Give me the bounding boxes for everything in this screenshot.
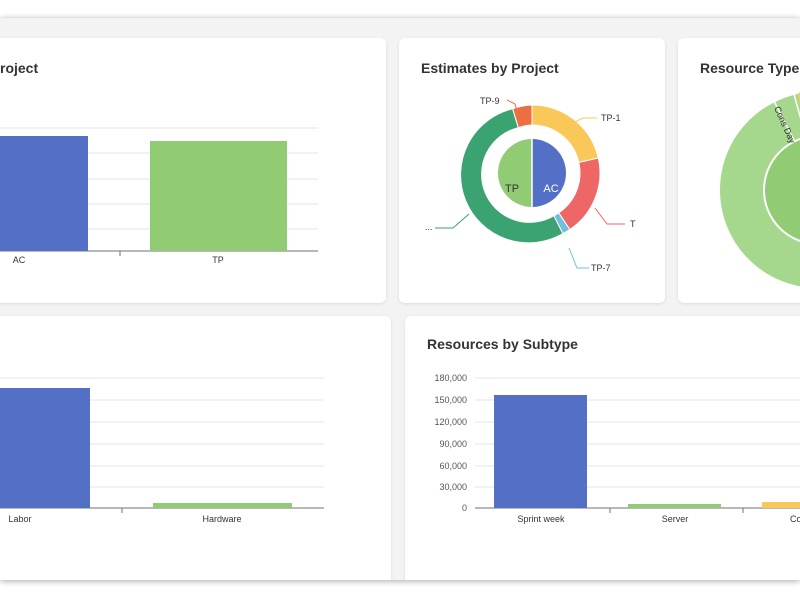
bar-labor [0, 388, 90, 508]
x-label-tp: TP [212, 255, 224, 265]
card-title: roject [0, 60, 39, 76]
inner-label-tp: TP [505, 183, 519, 195]
x-label-labor: Labor [8, 514, 31, 524]
bar-co [762, 502, 800, 508]
card-title: Resource Types [700, 60, 800, 76]
y-tick: 90,000 [439, 439, 467, 449]
card-estimates-by-project: Estimates by Project AC TP TP-9 TP- [399, 38, 665, 303]
dashboard-viewport: roject AC TP Estimates by Project [0, 18, 800, 580]
card-project-bar: roject AC TP [0, 38, 386, 303]
inner-label-ac: AC [543, 183, 558, 195]
y-tick: 150,000 [434, 395, 467, 405]
card-title: Resources by Subtype [427, 336, 578, 352]
bar-hardware [153, 503, 292, 508]
outer-label-tp1: TP-1 [601, 113, 621, 123]
card-resources-by-subtype: Resources by Subtype 0 30,000 60,000 90,… [405, 316, 800, 580]
y-tick: 60,000 [439, 461, 467, 471]
outer-label-tp9: TP-9 [480, 96, 500, 106]
bar-ac [0, 136, 88, 251]
outer-label-t: T [630, 219, 636, 229]
y-tick: 30,000 [439, 482, 467, 492]
card-type-bar: Labor Hardware [0, 316, 391, 580]
x-label-hardware: Hardware [202, 514, 241, 524]
leader-lines [435, 99, 625, 269]
inner-slice-tp [498, 139, 532, 207]
subtype-bar-chart: 0 30,000 60,000 90,000 120,000 150,000 1… [434, 373, 800, 524]
y-tick: 0 [462, 503, 467, 513]
outer-label-tp7: TP-7 [591, 263, 611, 273]
x-label-sprint-week: Sprint week [517, 514, 565, 524]
card-title: Estimates by Project [421, 60, 559, 76]
outer-label-ellipsis: ... [425, 222, 433, 232]
bar-tp [150, 141, 287, 251]
type-bar-chart: Labor Hardware [0, 377, 324, 524]
inner-ring [763, 138, 800, 242]
card-resource-types: Resource Types Cons Day [678, 38, 800, 303]
project-bar-chart: AC TP [0, 127, 318, 265]
outer-slice-ellipsis [460, 108, 564, 244]
y-ticks: 0 30,000 60,000 90,000 120,000 150,000 1… [434, 373, 467, 513]
bar-server [628, 504, 721, 508]
x-label-server: Server [662, 514, 689, 524]
y-tick: 180,000 [434, 373, 467, 383]
estimates-pie-chart: AC TP TP-9 TP-1 T TP-7 ... [425, 96, 636, 273]
bar-sprint-week [494, 395, 587, 508]
x-label-ac: AC [13, 255, 26, 265]
y-tick: 120,000 [434, 417, 467, 427]
outer-ring [720, 93, 800, 287]
resource-types-pie-chart: Cons Day [720, 92, 800, 287]
inner-slice-ac [532, 139, 566, 207]
x-label-co: Co [790, 514, 800, 524]
